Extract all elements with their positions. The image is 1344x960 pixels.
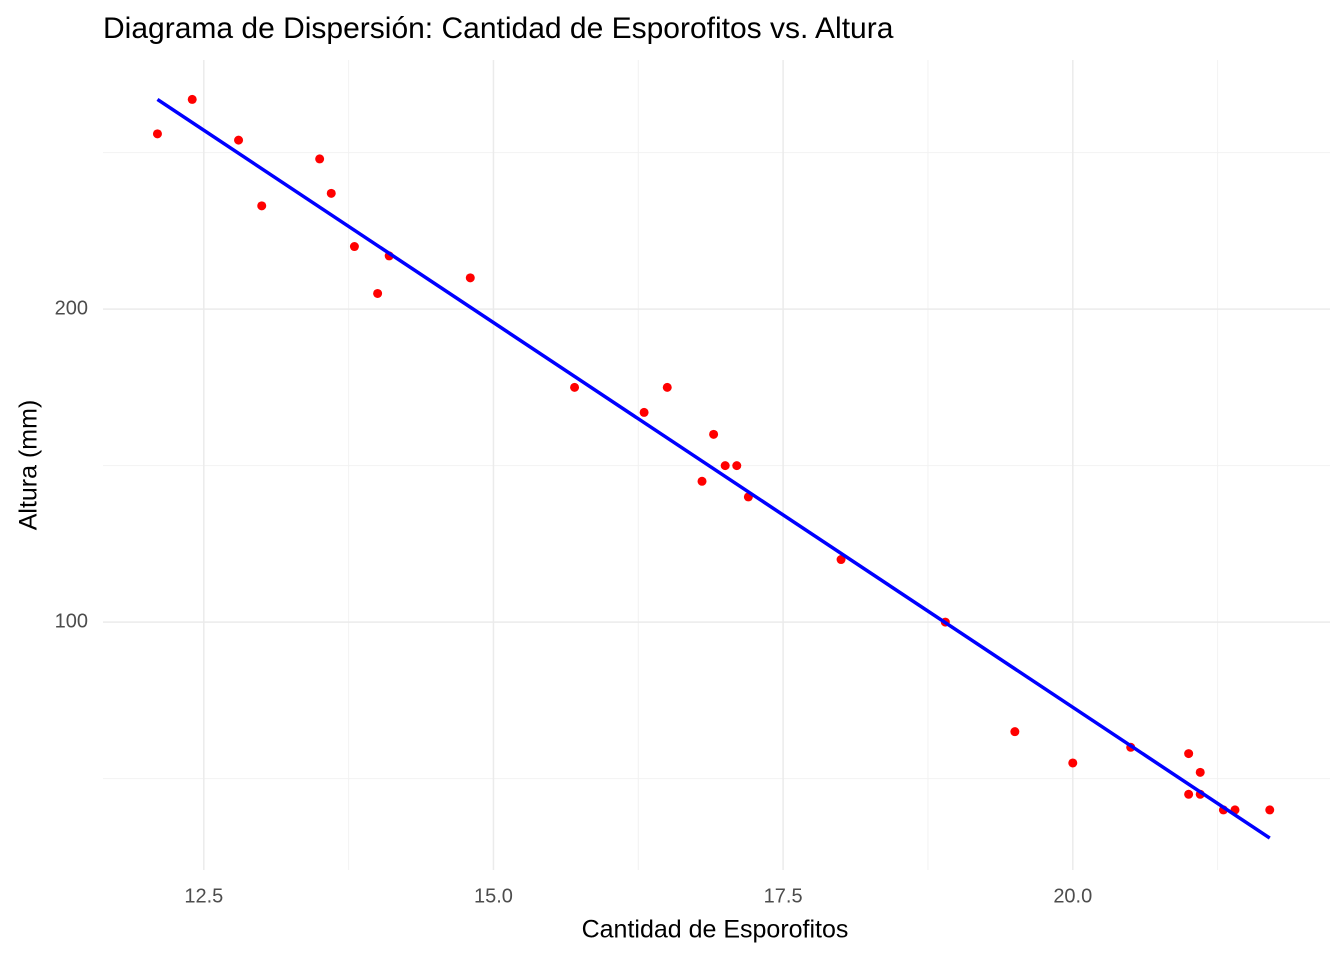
y-tick-label: 200 (55, 297, 88, 319)
point (257, 201, 267, 211)
point (315, 154, 325, 164)
point (1068, 758, 1078, 768)
point (1184, 789, 1194, 799)
point (720, 461, 730, 471)
point (326, 188, 336, 198)
x-tick-label: 20.0 (1053, 885, 1092, 907)
point (373, 288, 383, 298)
point (662, 382, 672, 392)
point (465, 273, 475, 283)
point (732, 461, 742, 471)
point (234, 135, 244, 145)
point (1265, 805, 1275, 815)
point (1184, 749, 1194, 759)
x-tick-label: 12.5 (184, 885, 223, 907)
x-tick-label: 15.0 (474, 885, 513, 907)
x-axis-label: Cantidad de Esporofitos (582, 916, 849, 944)
point (709, 429, 719, 439)
point (1195, 767, 1205, 777)
point (570, 382, 580, 392)
y-axis-label: Altura (mm) (15, 400, 43, 531)
point (187, 94, 197, 104)
chart-title: Diagrama de Dispersión: Cantidad de Espo… (103, 12, 894, 45)
point (349, 242, 359, 252)
point (1010, 727, 1020, 737)
point (836, 555, 846, 565)
point (697, 476, 707, 486)
point (152, 129, 162, 139)
y-tick-label: 100 (55, 610, 88, 632)
trend-line (156, 97, 1271, 840)
x-tick-label: 17.5 (764, 885, 803, 907)
point (639, 407, 649, 417)
